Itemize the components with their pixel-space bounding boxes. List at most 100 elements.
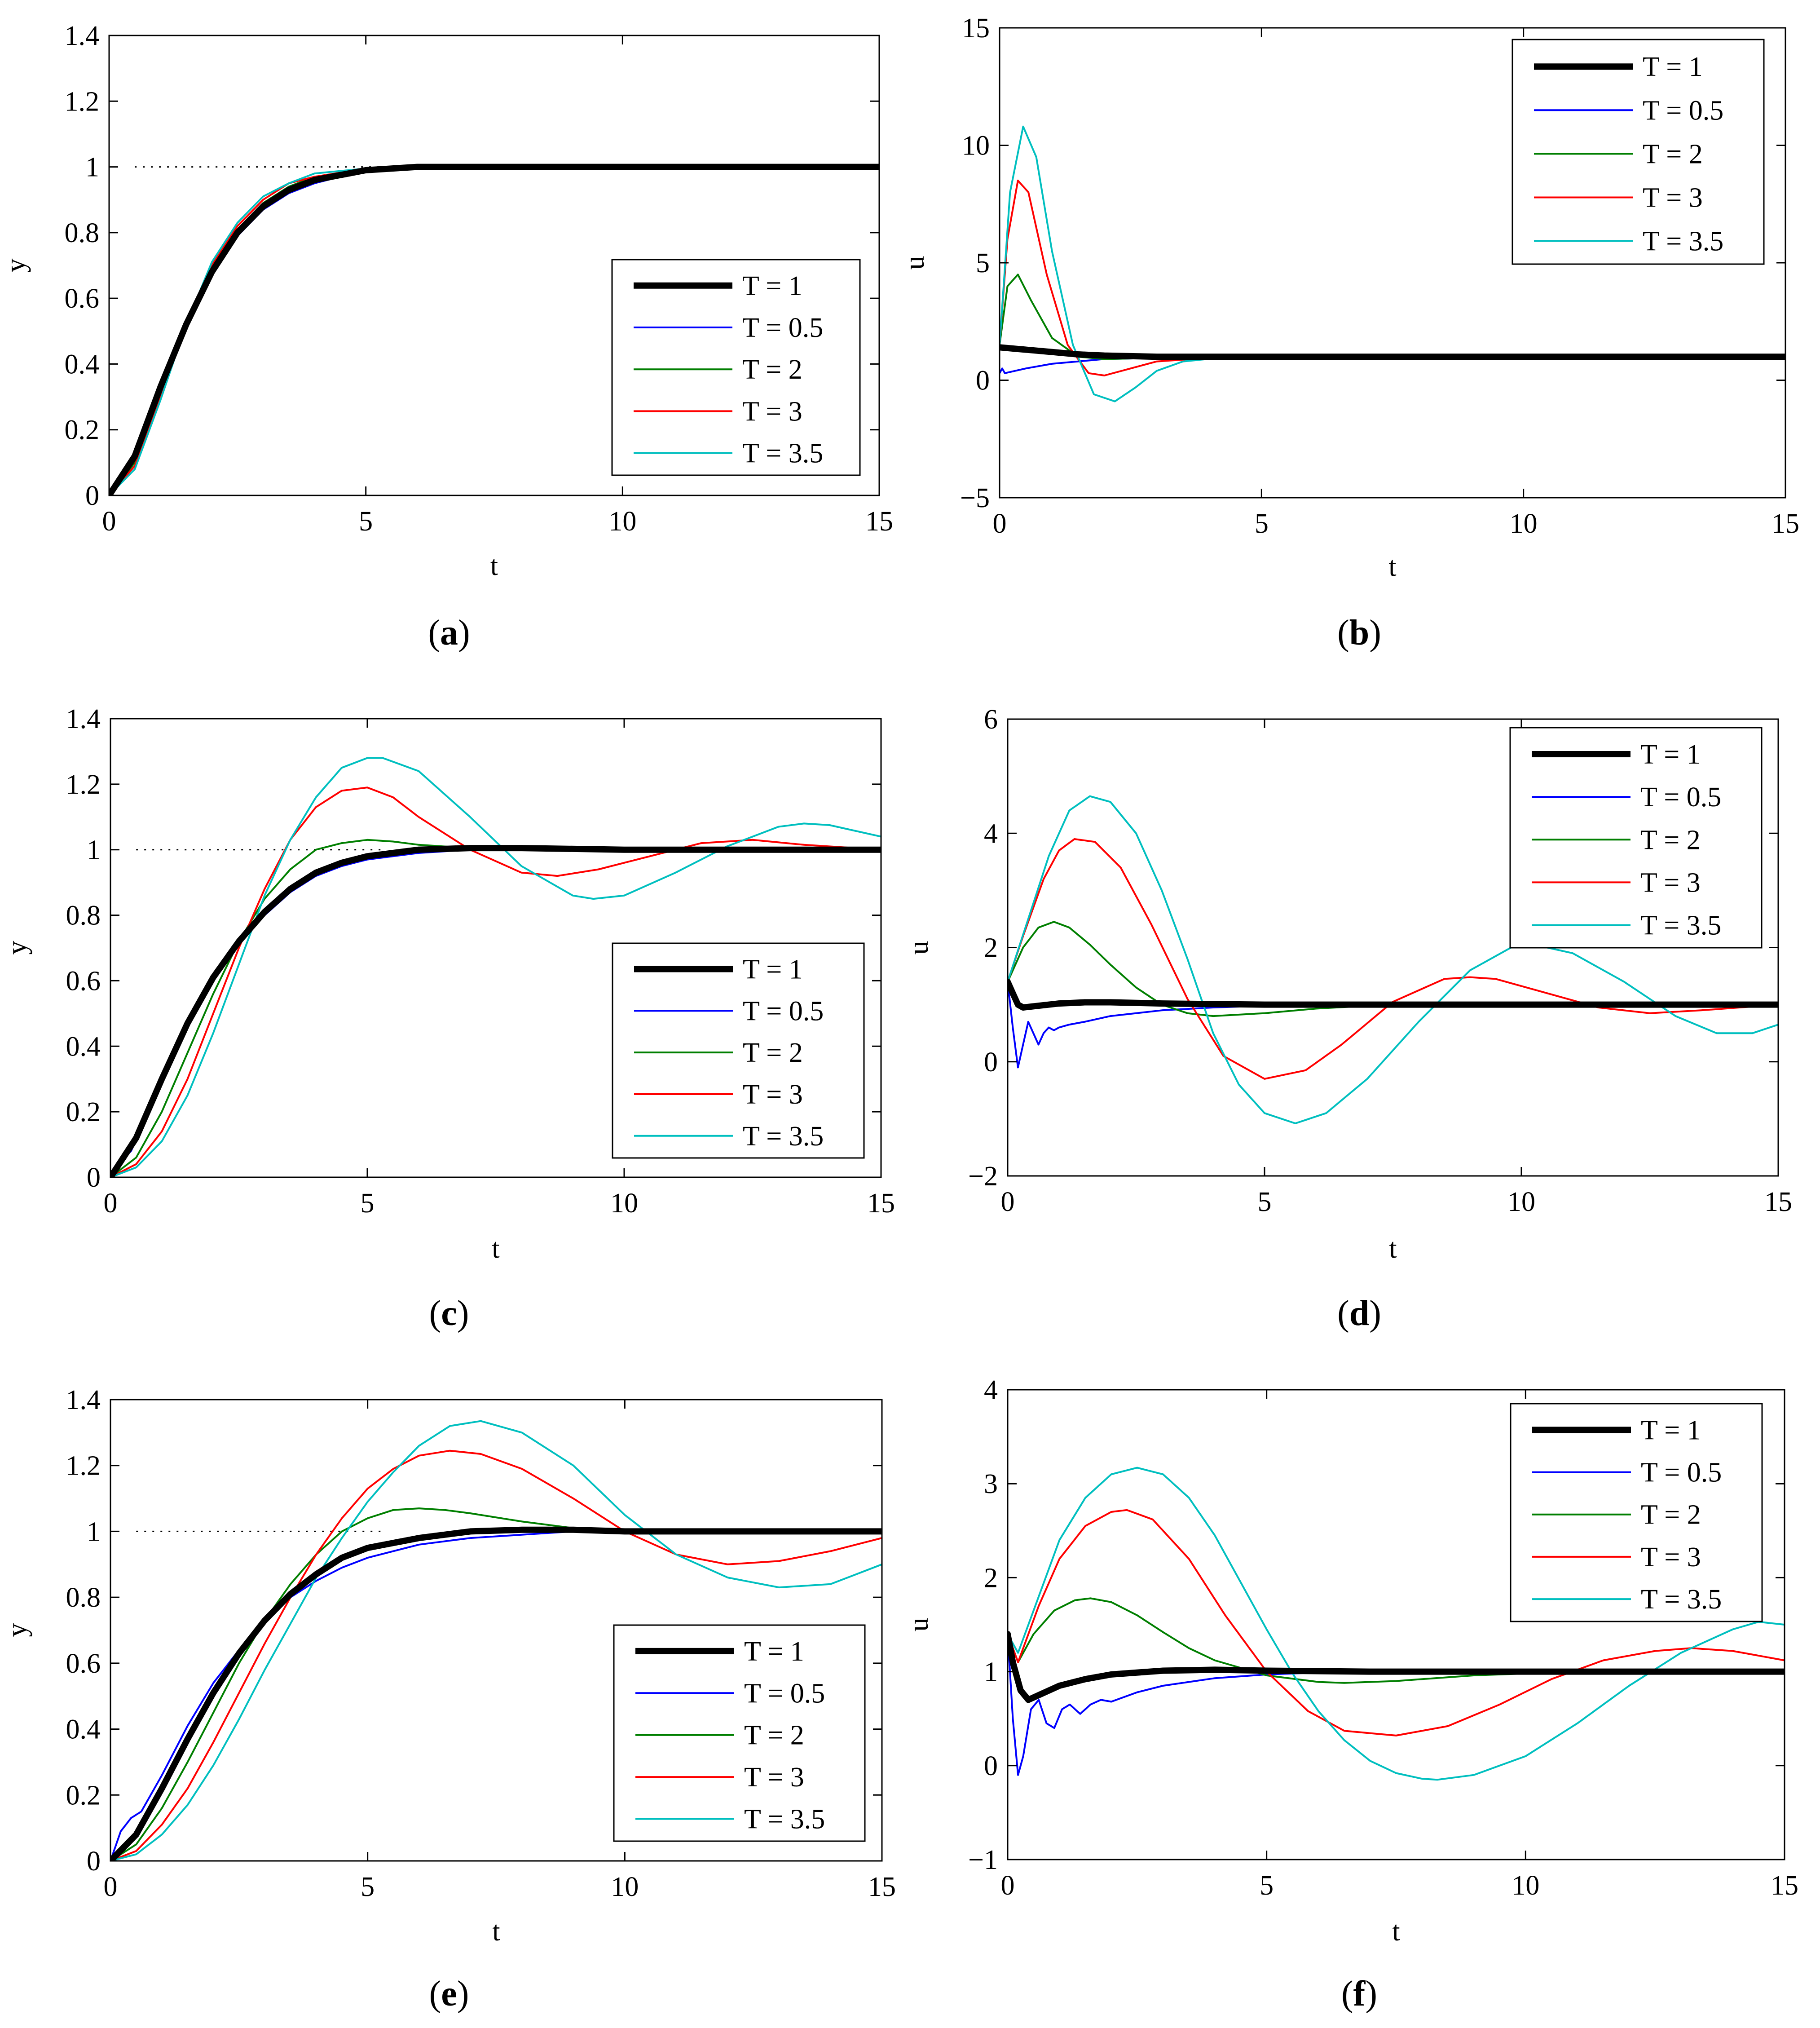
series-group xyxy=(1000,125,1785,402)
x-tick-label: 15 xyxy=(1772,508,1799,539)
caption-letter: b xyxy=(1349,613,1370,653)
y-tick-label: 6 xyxy=(984,704,998,735)
y-tick-label: 0 xyxy=(976,366,990,396)
y-tick-label: 5 xyxy=(976,248,990,278)
legend: T = 1 T = 0.5 T = 2 T = 3 T = 3.5 xyxy=(611,259,861,476)
y-tick-label: 0.4 xyxy=(65,349,100,380)
y-tick-label: 1.2 xyxy=(66,1451,101,1481)
legend: T = 1 T = 0.5 T = 2 T = 3 T = 3.5 xyxy=(612,942,865,1159)
series-line-t-3-5 xyxy=(110,757,881,1177)
y-tick-label: 1.4 xyxy=(66,1385,101,1415)
panel-a: 0 5 10 15 0 0.2 0.4 0.6 0.8 1 1.2 1.4 t y T = 1 T = 0.5… xyxy=(0,21,893,653)
legend-label: T = 0.5 xyxy=(744,1678,825,1709)
series-line-t-3 xyxy=(110,1449,882,1861)
series-line-t-3-5 xyxy=(1008,1467,1785,1781)
series-line-t-3 xyxy=(1008,1509,1785,1736)
legend-label: T = 3 xyxy=(743,1079,803,1110)
caption-letter: f xyxy=(1353,1974,1366,2014)
y-tick-label: 15 xyxy=(962,13,990,44)
y-tick-label: 1.4 xyxy=(65,21,100,51)
legend-label: T = 0.5 xyxy=(1641,1458,1722,1488)
plot-frame xyxy=(108,35,880,496)
panel-caption: (d) xyxy=(1337,1294,1381,1333)
y-tick-label: 1 xyxy=(984,1657,998,1688)
plot-frame xyxy=(1007,1389,1785,1860)
y-axis-label: u xyxy=(903,1618,934,1632)
legend-label: T = 1 xyxy=(1643,52,1703,82)
series-line-t-0-5 xyxy=(1008,1633,1785,1776)
x-tick-label: 5 xyxy=(1260,1870,1274,1901)
y-axis-label: u xyxy=(899,256,930,270)
x-tick-label: 0 xyxy=(102,506,116,537)
legend-box xyxy=(1512,39,1765,265)
y-tick-label: 0.2 xyxy=(66,1780,101,1811)
y-tick-label: 0.8 xyxy=(66,901,101,931)
y-tick-label: 0 xyxy=(984,1751,998,1781)
y-tick-label: 4 xyxy=(984,1375,998,1405)
legend-label: T = 3 xyxy=(1640,867,1701,898)
y-tick-label: 1.2 xyxy=(66,769,101,800)
x-axis-label: t xyxy=(492,1233,499,1264)
legend-label: T = 3.5 xyxy=(1643,226,1723,257)
y-tick-label: 1 xyxy=(87,835,101,866)
plot-frame xyxy=(110,1399,883,1862)
legend: T = 1 T = 0.5 T = 2 T = 3 T = 3.5 xyxy=(1509,727,1763,949)
y-axis-label: y xyxy=(2,1623,32,1637)
y-tick-label: 0.4 xyxy=(66,1714,101,1745)
series-line-t-3-5 xyxy=(110,1420,882,1861)
legend-label: T = 3.5 xyxy=(1640,910,1721,941)
x-tick-label: 0 xyxy=(104,1872,118,1902)
legend-box xyxy=(1509,727,1763,949)
series-line-t-1 xyxy=(1008,1630,1785,1703)
series-line-t-2 xyxy=(1000,274,1785,360)
series-line-t-0-5 xyxy=(1008,981,1778,1069)
legend-label: T = 1 xyxy=(1641,1415,1701,1445)
y-tick-label: 0 xyxy=(984,1047,998,1078)
series-group xyxy=(1008,1467,1785,1781)
legend-label: T = 0.5 xyxy=(743,996,824,1026)
x-tick-label: 15 xyxy=(865,506,893,537)
legend-label: T = 0.5 xyxy=(742,313,823,343)
series-line-t-3 xyxy=(1008,838,1778,1080)
panel-e: 0 5 10 15 0 0.2 0.4 0.6 0.8 1 1.2 1.4 t y T = 1 T = 0.5… xyxy=(2,1385,896,2014)
legend-label: T = 1 xyxy=(742,271,802,301)
x-tick-label: 10 xyxy=(1507,1187,1535,1217)
caption-letter: a xyxy=(440,613,458,653)
y-axis-label: y xyxy=(0,259,31,273)
x-tick-label: 5 xyxy=(361,1188,375,1219)
x-tick-label: 15 xyxy=(1771,1870,1798,1901)
x-axis-label: t xyxy=(1388,552,1396,582)
legend-label: T = 2 xyxy=(742,354,802,385)
legend-label: T = 2 xyxy=(1640,825,1701,855)
y-tick-label: −2 xyxy=(968,1161,998,1192)
y-tick-label: 0.6 xyxy=(66,966,101,996)
legend-box xyxy=(612,942,865,1159)
x-axis-label: t xyxy=(1389,1233,1397,1264)
legend-label: T = 3.5 xyxy=(1641,1584,1722,1615)
legend-box xyxy=(1510,1403,1763,1622)
y-tick-label: 0.2 xyxy=(66,1097,101,1127)
y-axis-label: u xyxy=(903,941,934,955)
x-tick-label: 5 xyxy=(1258,1187,1272,1217)
series-line-t-2 xyxy=(1008,1597,1785,1684)
legend-label: T = 3.5 xyxy=(744,1804,825,1834)
plot-frame xyxy=(110,718,882,1178)
panel-caption: (c) xyxy=(429,1294,469,1333)
y-tick-label: 0 xyxy=(85,481,99,511)
y-tick-label: −1 xyxy=(968,1845,998,1875)
y-tick-label: 3 xyxy=(984,1469,998,1499)
x-tick-label: 5 xyxy=(361,1872,375,1902)
legend-label: T = 3.5 xyxy=(742,438,823,469)
series-group xyxy=(110,757,881,1177)
x-tick-label: 10 xyxy=(1510,508,1538,539)
series-line-t-1 xyxy=(109,163,879,495)
series-line-t-1 xyxy=(1000,344,1785,360)
panel-c: 0 5 10 15 0 0.2 0.4 0.6 0.8 1 1.2 1.4 t y T = 1 T = 0.5… xyxy=(2,704,895,1333)
y-tick-label: 0 xyxy=(87,1162,101,1193)
legend-label: T = 2 xyxy=(1641,1500,1701,1530)
x-tick-label: 10 xyxy=(608,506,636,537)
